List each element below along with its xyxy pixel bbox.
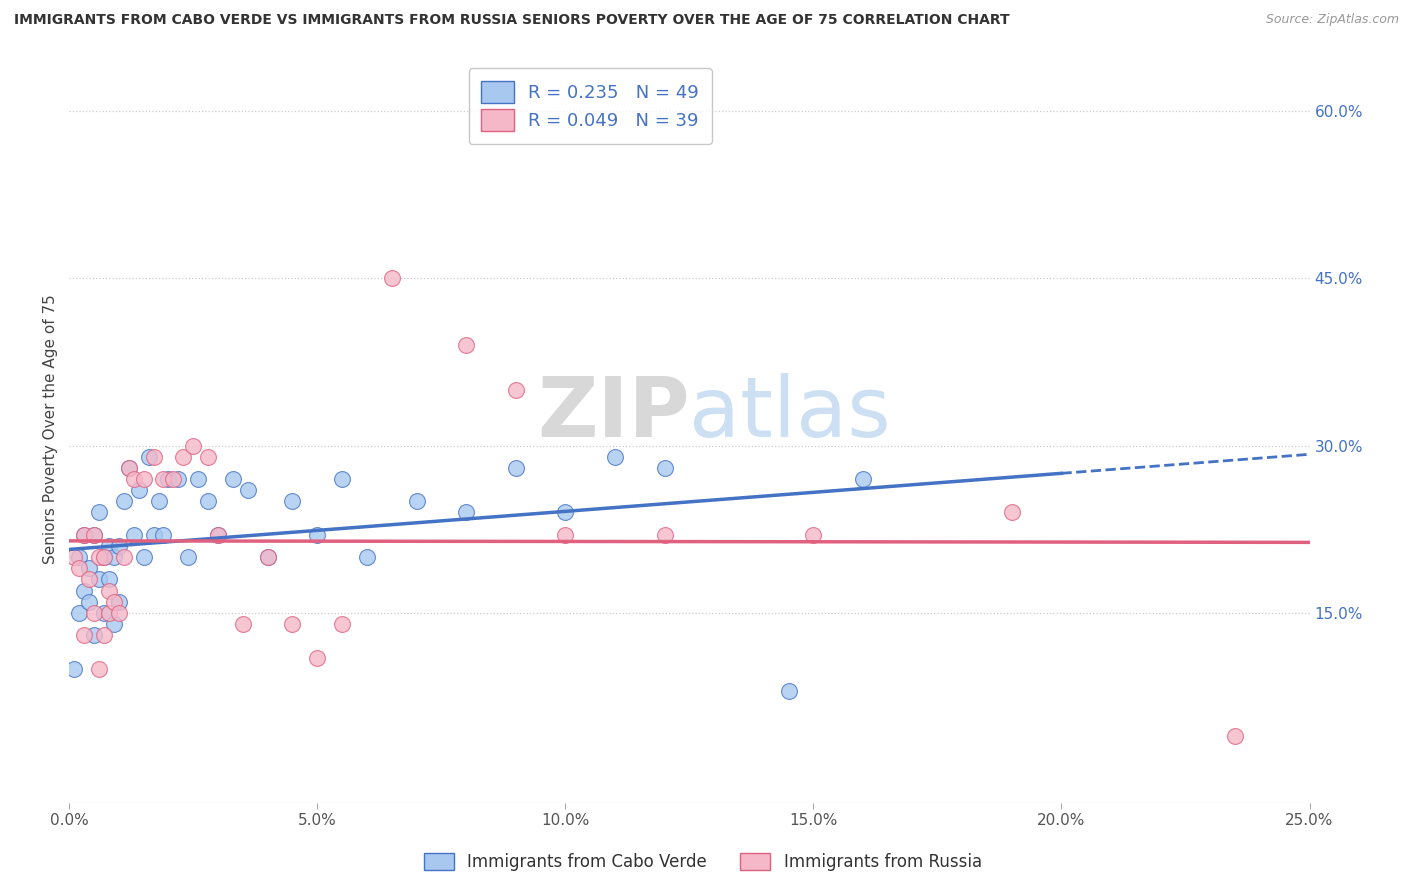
Point: [97, 606, 120, 620]
Point: [152, 528, 174, 542]
Point: [232, 617, 254, 632]
Point: [654, 528, 676, 542]
Point: [177, 550, 200, 565]
Point: [654, 461, 676, 475]
Point: [256, 550, 278, 565]
Text: atlas: atlas: [689, 374, 891, 454]
Point: [103, 550, 125, 565]
Point: [505, 383, 527, 397]
Point: [207, 528, 229, 542]
Point: [132, 550, 155, 565]
Point: [356, 550, 378, 565]
Point: [118, 461, 141, 475]
Point: [236, 483, 259, 498]
Point: [148, 494, 170, 508]
Point: [554, 528, 576, 542]
Point: [108, 595, 131, 609]
Point: [197, 494, 219, 508]
Point: [307, 650, 329, 665]
Point: [197, 450, 219, 464]
Point: [112, 494, 135, 508]
Point: [456, 506, 478, 520]
Point: [67, 550, 90, 565]
Point: [142, 528, 165, 542]
Point: [77, 595, 100, 609]
Point: [172, 450, 194, 464]
Point: [103, 617, 125, 632]
Point: [405, 494, 427, 508]
Point: [603, 450, 626, 464]
Point: [77, 561, 100, 575]
Point: [222, 472, 245, 486]
Point: [207, 528, 229, 542]
Point: [118, 461, 141, 475]
Legend: Immigrants from Cabo Verde, Immigrants from Russia: Immigrants from Cabo Verde, Immigrants f…: [416, 845, 990, 880]
Point: [330, 617, 353, 632]
Text: Source: ZipAtlas.com: Source: ZipAtlas.com: [1265, 13, 1399, 27]
Point: [803, 528, 825, 542]
Point: [132, 472, 155, 486]
Point: [187, 472, 209, 486]
Point: [103, 595, 125, 609]
Point: [83, 628, 105, 642]
Point: [112, 550, 135, 565]
Point: [93, 550, 115, 565]
Text: ZIP: ZIP: [537, 374, 689, 454]
Point: [138, 450, 160, 464]
Point: [505, 461, 527, 475]
Point: [256, 550, 278, 565]
Point: [93, 606, 115, 620]
Point: [67, 606, 90, 620]
Point: [381, 271, 404, 285]
Point: [108, 606, 131, 620]
Point: [97, 539, 120, 553]
Point: [73, 583, 96, 598]
Point: [67, 561, 90, 575]
Point: [142, 450, 165, 464]
Point: [122, 528, 145, 542]
Point: [73, 628, 96, 642]
Point: [778, 684, 800, 698]
Point: [152, 472, 174, 486]
Point: [87, 506, 110, 520]
Point: [77, 573, 100, 587]
Point: [330, 472, 353, 486]
Point: [83, 528, 105, 542]
Point: [307, 528, 329, 542]
Text: IMMIGRANTS FROM CABO VERDE VS IMMIGRANTS FROM RUSSIA SENIORS POVERTY OVER THE AG: IMMIGRANTS FROM CABO VERDE VS IMMIGRANTS…: [14, 13, 1010, 28]
Y-axis label: Seniors Poverty Over the Age of 75: Seniors Poverty Over the Age of 75: [44, 294, 58, 564]
Point: [87, 662, 110, 676]
Point: [83, 528, 105, 542]
Point: [83, 606, 105, 620]
Point: [87, 550, 110, 565]
Point: [456, 338, 478, 352]
Legend: R = 0.235   N = 49, R = 0.049   N = 39: R = 0.235 N = 49, R = 0.049 N = 39: [468, 68, 711, 144]
Point: [63, 662, 86, 676]
Point: [97, 573, 120, 587]
Point: [852, 472, 875, 486]
Point: [73, 528, 96, 542]
Point: [87, 573, 110, 587]
Point: [162, 472, 184, 486]
Point: [167, 472, 190, 486]
Point: [181, 439, 204, 453]
Point: [1001, 506, 1024, 520]
Point: [1223, 729, 1246, 743]
Point: [281, 617, 304, 632]
Point: [128, 483, 150, 498]
Point: [73, 528, 96, 542]
Point: [97, 583, 120, 598]
Point: [108, 539, 131, 553]
Point: [93, 550, 115, 565]
Point: [157, 472, 180, 486]
Point: [281, 494, 304, 508]
Point: [554, 506, 576, 520]
Point: [122, 472, 145, 486]
Point: [63, 550, 86, 565]
Point: [93, 628, 115, 642]
